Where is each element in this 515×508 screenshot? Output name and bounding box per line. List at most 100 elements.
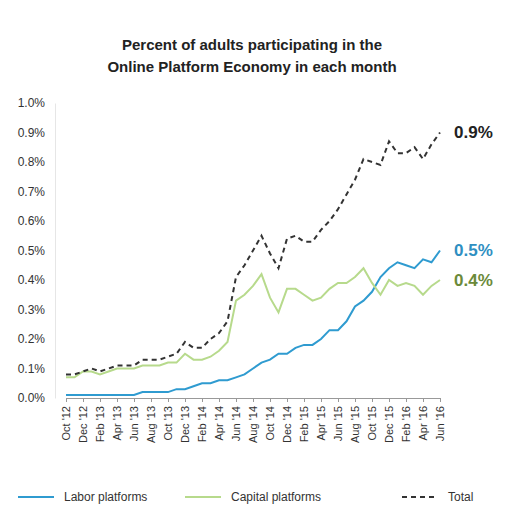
x-tick: Feb '14 (196, 398, 208, 442)
title-line: Online Platform Economy in each month (107, 58, 396, 75)
x-tick: Dec '14 (281, 398, 293, 443)
x-tick: Dec '12 (77, 398, 89, 443)
x-tick-mark (168, 398, 169, 402)
legend-item: Capital platforms (185, 490, 321, 504)
x-tick: Jun '15 (332, 398, 344, 441)
x-tick: Oct '15 (366, 398, 378, 441)
x-tick-label: Feb '14 (196, 406, 208, 442)
x-tick-label: Oct '15 (366, 406, 378, 441)
legend-label: Total (448, 490, 473, 504)
x-tick-label: Jun '15 (332, 406, 344, 441)
x-tick: Aug '15 (349, 398, 361, 443)
series-line (66, 268, 440, 377)
x-tick: Aug '14 (247, 398, 259, 443)
y-tick-label: 0.3% (18, 303, 46, 317)
x-tick-mark (66, 398, 67, 402)
x-axis: Oct '12 Dec '12 Feb '13 Apr '13 Jun '13 Aug '… (60, 398, 446, 443)
x-tick: Jun '16 (434, 398, 446, 441)
y-tick-label: 0.8% (18, 155, 46, 169)
x-tick-mark (321, 398, 322, 402)
x-tick-label: Oct '13 (162, 406, 174, 441)
x-tick-mark (355, 398, 356, 402)
series-line (66, 251, 440, 396)
x-tick-label: Jun '13 (128, 406, 140, 441)
chart: Percent of adults participating in the On… (0, 0, 515, 508)
x-tick-label: Dec '15 (383, 406, 395, 443)
x-tick: Dec '13 (179, 398, 191, 443)
legend-item: Labor platforms (18, 490, 147, 504)
x-tick-label: Jun '14 (230, 406, 242, 441)
x-tick-label: Apr '15 (315, 406, 327, 441)
x-tick-label: Apr '14 (213, 406, 225, 441)
y-tick-label: 1.0% (18, 96, 46, 110)
x-tick: Oct '13 (162, 398, 174, 441)
x-tick-label: Feb '15 (298, 406, 310, 442)
x-tick-label: Feb '16 (400, 406, 412, 442)
x-tick: Feb '15 (298, 398, 310, 442)
x-tick-label: Aug '13 (145, 406, 157, 443)
y-tick: 0.1% (18, 362, 55, 376)
x-tick-mark (219, 398, 220, 402)
x-tick-label: Aug '15 (349, 406, 361, 443)
x-tick-mark (151, 398, 152, 402)
x-tick-label: Jun '16 (434, 406, 446, 441)
x-tick: Apr '13 (111, 398, 123, 441)
x-tick: Aug '13 (145, 398, 157, 443)
x-tick-mark (83, 398, 84, 402)
x-tick-mark (236, 398, 237, 402)
y-tick-label: 0.9% (18, 126, 46, 140)
title: Percent of adults participating in the On… (107, 36, 396, 75)
x-tick-mark (185, 398, 186, 402)
x-tick-mark (389, 398, 390, 402)
y-tick: 0.6% (18, 214, 55, 228)
y-tick: 0.7% (18, 185, 55, 199)
x-tick-mark (134, 398, 135, 402)
x-tick-mark (100, 398, 101, 402)
annotations: 0.9% 0.5% 0.4% (454, 123, 493, 290)
x-tick-mark (406, 398, 407, 402)
x-tick: Feb '16 (400, 398, 412, 442)
x-tick: Apr '15 (315, 398, 327, 441)
end-label: 0.9% (454, 123, 493, 142)
legend-swatch (18, 496, 54, 498)
title-line: Percent of adults participating in the (122, 36, 382, 53)
y-tick-label: 0.1% (18, 362, 46, 376)
x-tick-mark (304, 398, 305, 402)
x-tick-mark (423, 398, 424, 402)
y-tick-label: 0.6% (18, 214, 46, 228)
legend-swatch (402, 496, 438, 498)
series-line (66, 133, 440, 375)
y-tick: 0.2% (18, 332, 55, 346)
x-tick-label: Dec '14 (281, 406, 293, 443)
y-tick: 0.5% (18, 244, 55, 258)
y-tick: 0.3% (18, 303, 55, 317)
legend-label: Labor platforms (64, 490, 147, 504)
x-tick-label: Apr '16 (417, 406, 429, 441)
x-tick-label: Dec '12 (77, 406, 89, 443)
x-tick-mark (287, 398, 288, 402)
legend-label: Capital platforms (231, 490, 321, 504)
x-tick: Apr '14 (213, 398, 225, 441)
x-tick-mark (117, 398, 118, 402)
x-tick: Feb '13 (94, 398, 106, 442)
x-tick-mark (202, 398, 203, 402)
lines (66, 133, 440, 396)
y-tick-label: 0.0% (18, 391, 46, 405)
x-tick-mark (440, 398, 441, 402)
y-tick: 0.9% (18, 126, 55, 140)
y-tick-label: 0.5% (18, 244, 46, 258)
x-tick: Jun '14 (230, 398, 242, 441)
x-tick-label: Oct '12 (60, 406, 72, 441)
y-axis-line (55, 104, 56, 399)
end-label: 0.5% (454, 241, 493, 260)
x-tick-label: Apr '13 (111, 406, 123, 441)
x-tick-label: Dec '13 (179, 406, 191, 443)
legend-item: Total (402, 490, 473, 504)
x-tick: Oct '12 (60, 398, 72, 441)
x-tick-mark (270, 398, 271, 402)
x-tick-label: Aug '14 (247, 406, 259, 443)
end-label: 0.4% (454, 271, 493, 290)
x-tick: Jun '13 (128, 398, 140, 441)
y-tick: 0.0% (18, 391, 55, 405)
x-tick-mark (338, 398, 339, 402)
